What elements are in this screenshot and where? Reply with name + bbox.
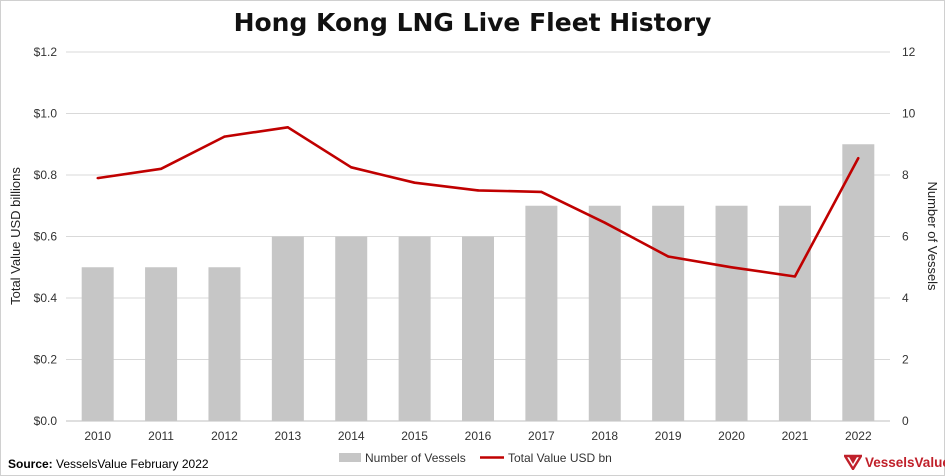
- total-value-point: [413, 181, 416, 184]
- left-tick-label: $0.6: [34, 230, 58, 244]
- x-tick-label: 2022: [845, 429, 872, 443]
- x-tick-label: 2020: [718, 429, 745, 443]
- total-value-point: [223, 135, 226, 138]
- right-tick-label: 0: [902, 414, 909, 428]
- x-tick-label: 2016: [465, 429, 492, 443]
- source-note: Source: VesselsValue February 2022: [8, 457, 209, 471]
- source-text: VesselsValue February 2022: [52, 457, 209, 471]
- left-tick-label: $1.2: [34, 45, 58, 59]
- x-tick-label: 2018: [591, 429, 618, 443]
- left-tick-label: $0.0: [34, 414, 58, 428]
- total-value-point: [603, 221, 606, 224]
- x-tick-label: 2010: [84, 429, 111, 443]
- x-tick-label: 2012: [211, 429, 238, 443]
- x-tick-label: 2021: [782, 429, 809, 443]
- total-value-point: [159, 167, 163, 171]
- total-value-point: [666, 255, 670, 258]
- gridlines: [66, 51, 890, 422]
- left-tick-label: $0.4: [34, 291, 58, 305]
- legend-label-bars: Number of Vessels: [365, 451, 466, 465]
- right-tick-label: 6: [902, 230, 909, 244]
- x-tick-label: 2019: [655, 429, 682, 443]
- x-tick-label: 2014: [338, 429, 365, 443]
- x-axis-ticks: 2010 2011 2012 2013 2014 2015 2016 2017 2018 2019…: [84, 429, 872, 443]
- right-tick-label: 2: [902, 353, 909, 367]
- vesselsvalue-logo-icon: [844, 454, 862, 470]
- legend-swatch-bars: [339, 453, 361, 462]
- total-value-point: [730, 266, 733, 269]
- x-tick-label: 2015: [401, 429, 428, 443]
- total-value-point: [350, 166, 353, 169]
- brand-logo: VesselsValue: [844, 452, 945, 472]
- right-tick-label: 12: [902, 45, 916, 59]
- vessel-count-bar: [715, 205, 748, 421]
- legend: Number of Vessels Total Value USD bn: [339, 451, 612, 465]
- left-tick-label: $0.8: [34, 168, 58, 182]
- vessel-count-bar: [588, 205, 621, 421]
- vessel-count-bar: [778, 205, 811, 421]
- brand-name: VesselsValue: [865, 454, 945, 470]
- total-value-point: [857, 156, 860, 160]
- vessel-count-bar: [652, 205, 685, 421]
- left-axis-ticks: $0.0 $0.2 $0.4 $0.6 $0.8 $1.0 $1.2: [34, 45, 58, 428]
- vessel-count-bar: [81, 267, 114, 421]
- vessel-count-bar: [208, 267, 241, 421]
- right-axis-ticks: 0 2 4 6 8 10 12: [902, 45, 916, 428]
- vessel-count-bar: [525, 205, 558, 421]
- left-axis-label: Total Value USD billions: [8, 167, 23, 305]
- right-tick-label: 8: [902, 168, 909, 182]
- vessel-count-bar: [462, 236, 494, 421]
- total-value-point: [793, 275, 797, 278]
- bars: [81, 144, 875, 421]
- vessel-count-bar: [842, 144, 875, 421]
- chart-title: Hong Kong LNG Live Fleet History: [233, 8, 712, 37]
- right-axis-label: Number of Vessels: [925, 181, 940, 291]
- vessel-count-bar: [335, 236, 368, 421]
- x-tick-label: 2011: [148, 429, 174, 443]
- value-line: [96, 126, 860, 278]
- total-value-point: [286, 126, 290, 129]
- right-tick-label: 4: [902, 291, 909, 305]
- left-tick-label: $1.0: [34, 107, 58, 121]
- vessel-count-bar: [398, 236, 431, 421]
- source-label: Source:: [8, 457, 53, 471]
- legend-label-line: Total Value USD bn: [508, 451, 612, 465]
- left-tick-label: $0.2: [34, 353, 58, 367]
- total-value-point: [96, 176, 99, 180]
- x-tick-label: 2017: [528, 429, 555, 443]
- vessel-count-bar: [145, 267, 178, 421]
- right-tick-label: 10: [902, 107, 916, 121]
- vessel-count-bar: [271, 236, 304, 421]
- total-value-point: [476, 189, 480, 192]
- total-value-point: [540, 190, 543, 194]
- x-tick-label: 2013: [274, 429, 301, 443]
